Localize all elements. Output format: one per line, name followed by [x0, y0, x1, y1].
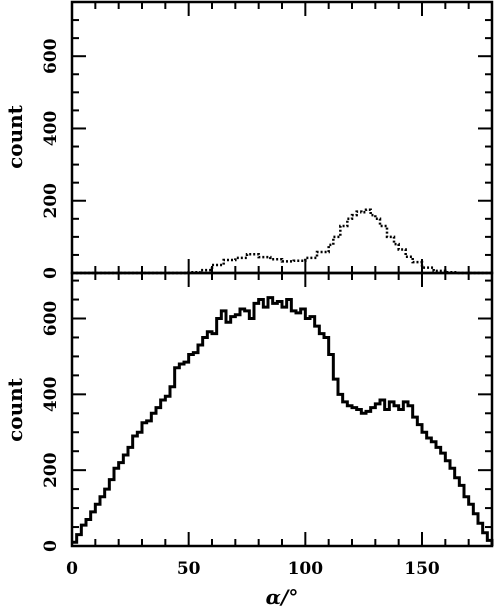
x-tick-label: 150 — [404, 559, 440, 579]
bottom-tick-labels: 0 200 400 600 0 50 100 150 — [41, 301, 440, 579]
x-tick-label: 100 — [288, 559, 324, 579]
top-ytick-label: 400 — [41, 111, 61, 147]
top-histogram-line — [72, 208, 492, 275]
bottom-axis-ticks — [71, 273, 493, 547]
bottom-histogram-line — [72, 296, 494, 546]
bottom-ytick-label: 600 — [41, 301, 61, 337]
top-ytick-label: 600 — [41, 38, 61, 74]
top-tick-labels: 0 200 400 600 — [41, 38, 61, 279]
top-y-axis-label: count — [3, 104, 27, 169]
top-axis-ticks — [71, 1, 493, 274]
bottom-series — [72, 296, 494, 546]
top-plot-frame — [70, 0, 494, 275]
bottom-ytick-label: 400 — [41, 376, 61, 412]
top-histogram-panel: 0 200 400 600 count — [3, 0, 494, 279]
x-tick-label: 0 — [66, 559, 78, 579]
bottom-ytick-label: 0 — [41, 540, 61, 552]
top-series — [72, 208, 492, 275]
top-ytick-label: 200 — [41, 183, 61, 219]
top-ytick-label: 0 — [41, 267, 61, 279]
bottom-y-axis-label: count — [3, 377, 27, 442]
bottom-histogram-panel: 0 200 400 600 0 50 100 150 count α/° — [3, 271, 494, 609]
x-tick-label: 50 — [177, 559, 201, 579]
bottom-plot-frame — [70, 271, 494, 548]
x-axis-label: α/° — [266, 585, 299, 609]
bottom-ytick-label: 200 — [41, 452, 61, 488]
